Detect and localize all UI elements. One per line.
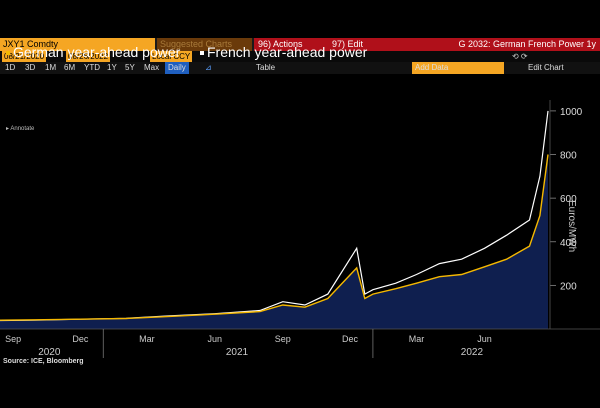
date-toolbar: 08/21/2020 08/26/2022 Local CCY ⟲ ⟳ bbox=[0, 51, 600, 62]
y-tick-label: 800 bbox=[560, 151, 577, 162]
y-tick-label: 400 bbox=[560, 238, 577, 249]
chart-type-icon[interactable]: ⊿ bbox=[205, 63, 212, 72]
currency-select[interactable]: Local CCY bbox=[150, 51, 193, 62]
suggested-charts-button[interactable]: Suggested Charts bbox=[157, 38, 252, 51]
range-1d[interactable]: 1D bbox=[5, 63, 16, 72]
source-note: Source: ICE, Bloomberg bbox=[3, 358, 84, 365]
ticker-field[interactable]: JXY1 Comdty bbox=[0, 38, 155, 51]
x-axis: Sep Dec Mar Jun Sep Dec Mar Jun 2020 2021 2022 bbox=[0, 328, 600, 358]
edit-menu[interactable]: 97) Edit bbox=[332, 39, 364, 49]
top-toolbar: JXY1 Comdty Suggested Charts 96) Actions… bbox=[0, 38, 600, 51]
x-tick-label: Dec bbox=[342, 334, 359, 344]
range-1m[interactable]: 1M bbox=[45, 63, 57, 72]
x-tick-label: Mar bbox=[139, 334, 155, 344]
table-button[interactable]: Table bbox=[256, 63, 276, 72]
x-tick-label: Sep bbox=[5, 334, 21, 344]
chart-title: G 2032: German French Power 1y bbox=[458, 39, 596, 49]
legend-french: French year-ahead power bbox=[200, 44, 367, 60]
range-6m[interactable]: 6M bbox=[64, 63, 76, 72]
range-max[interactable]: Max bbox=[144, 63, 160, 72]
german-area bbox=[0, 154, 548, 329]
annotate-label: Annotate bbox=[10, 126, 35, 132]
range-1y[interactable]: 1Y bbox=[107, 63, 117, 72]
legend-german-label: German year-ahead power bbox=[13, 44, 181, 60]
y-tick-label: 600 bbox=[560, 194, 577, 205]
range-3d[interactable]: 3D bbox=[25, 63, 36, 72]
x-tick-label: Dec bbox=[72, 334, 89, 344]
y-tick-label: 200 bbox=[560, 281, 577, 292]
legend-french-label: French year-ahead power bbox=[207, 44, 368, 60]
title-bar: 96) Actions 97) Edit G 2032: German Fren… bbox=[254, 38, 600, 51]
x-tick-label: Sep bbox=[275, 334, 291, 344]
german-line bbox=[0, 154, 549, 321]
toolbar-icons[interactable]: ⟲ ⟳ bbox=[512, 52, 528, 61]
german-swatch bbox=[6, 51, 10, 56]
frequency-select[interactable]: Daily bbox=[165, 62, 189, 74]
end-date-field[interactable]: 08/26/2022 bbox=[66, 51, 111, 62]
french-swatch bbox=[200, 51, 204, 56]
add-data-field[interactable]: Add Data bbox=[412, 62, 504, 74]
y-axis: 200 400 600 800 1000 bbox=[549, 100, 583, 329]
year-label: 2022 bbox=[461, 347, 484, 358]
suggested-label: Suggested Charts bbox=[160, 39, 233, 49]
actions-menu[interactable]: 96) Actions bbox=[258, 39, 303, 49]
x-tick-label: Mar bbox=[409, 334, 425, 344]
year-label: 2021 bbox=[226, 347, 249, 358]
start-date-field[interactable]: 08/21/2020 bbox=[2, 51, 47, 62]
range-ytd[interactable]: YTD bbox=[84, 63, 100, 72]
y-tick-label: 1000 bbox=[560, 107, 583, 118]
y-axis-label: Euros/MWh bbox=[566, 200, 577, 253]
x-tick-label: Jun bbox=[208, 334, 223, 344]
x-tick-label: Jun bbox=[477, 334, 492, 344]
annotate-button[interactable]: ▸ Annotate bbox=[6, 126, 35, 132]
year-label: 2020 bbox=[38, 347, 61, 358]
edit-chart-button[interactable]: Edit Chart bbox=[528, 63, 564, 72]
range-toolbar: 1D 3D 1M 6M YTD 1Y 5Y Max Daily ⊿ Table … bbox=[0, 62, 600, 74]
legend-german: German year-ahead power bbox=[6, 44, 180, 60]
range-5y[interactable]: 5Y bbox=[125, 63, 135, 72]
